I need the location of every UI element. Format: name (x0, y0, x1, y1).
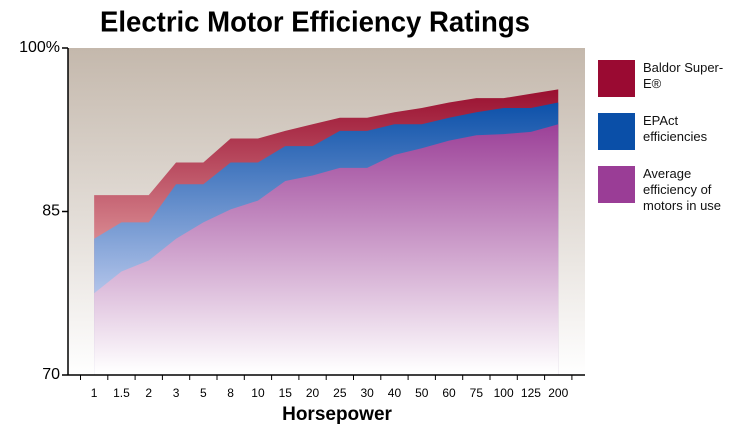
x-tick-label: 60 (442, 386, 456, 400)
legend-item: Average efficiency of motors in use (598, 166, 730, 214)
x-tick-label: 1.5 (113, 386, 130, 400)
x-axis-label: Horsepower (282, 404, 392, 425)
y-tick-label: 85 (42, 203, 60, 220)
legend: Baldor Super-E® EPAct efficiencies Average… (598, 60, 730, 230)
chart-title: Electric Motor Efficiency Ratings (100, 7, 530, 39)
y-tick-label: 70 (42, 366, 60, 383)
x-tick-label: 20 (306, 386, 320, 400)
legend-item: EPAct efficiencies (598, 113, 730, 150)
legend-swatch (598, 113, 635, 150)
areas (94, 89, 559, 376)
axes: 70 85 100% 1 1.5 2 3 5 8 10 15 20 25 30 40 50 60 75 100 125… (19, 39, 585, 400)
x-tick-label: 75 (470, 386, 484, 400)
legend-label: EPAct efficiencies (643, 113, 708, 144)
x-tick-label: 15 (279, 386, 293, 400)
x-tick-label: 10 (251, 386, 265, 400)
legend-label: Baldor Super-E® (643, 60, 724, 91)
x-tick-label: 125 (521, 386, 541, 400)
y-tick-label: 100% (19, 39, 60, 56)
x-tick-label: 2 (145, 386, 152, 400)
x-tick-label: 3 (173, 386, 180, 400)
x-tick-label: 50 (415, 386, 429, 400)
area (94, 124, 559, 375)
x-tick-label: 5 (200, 386, 207, 400)
x-tick-label: 8 (227, 386, 234, 400)
x-tick-label: 30 (360, 386, 374, 400)
x-tick-label: 100 (494, 386, 514, 400)
legend-swatch (598, 60, 635, 97)
x-tick-label: 200 (548, 386, 568, 400)
x-tick-label: 25 (333, 386, 347, 400)
legend-item: Baldor Super-E® (598, 60, 730, 97)
x-tick-label: 40 (388, 386, 402, 400)
legend-swatch (598, 166, 635, 203)
legend-label: Average efficiency of motors in use (643, 166, 722, 213)
x-tick-label: 1 (91, 386, 98, 400)
